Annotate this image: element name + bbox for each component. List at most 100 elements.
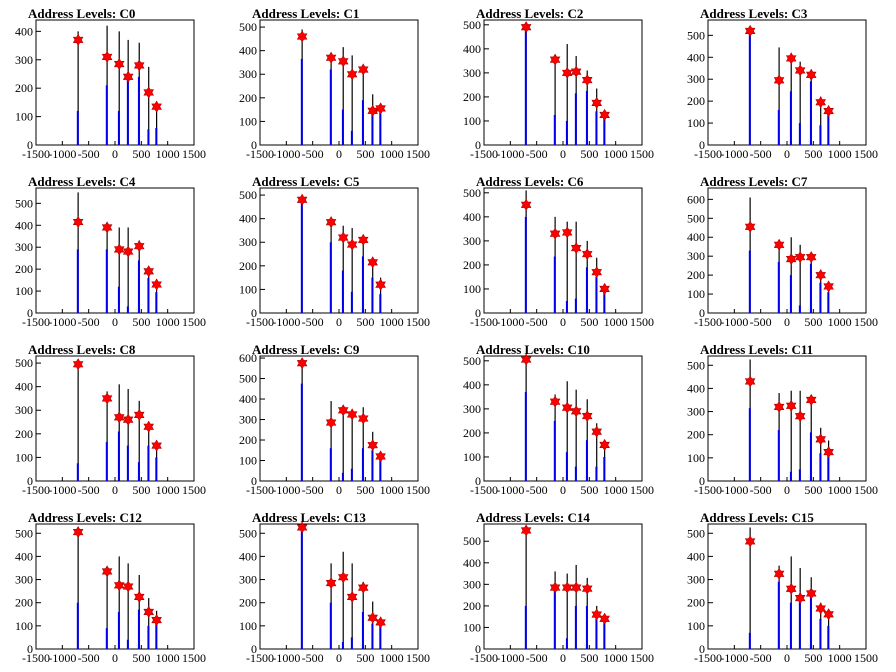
x-tick-label: -500 — [750, 147, 772, 161]
x-tick-label: -500 — [78, 147, 100, 161]
peak-marker — [581, 248, 593, 261]
y-tick-label: 500 — [687, 526, 705, 540]
peak-marker — [357, 63, 369, 76]
x-tick-label: 1000 — [156, 147, 180, 161]
x-tick-label: -1500 — [470, 315, 498, 329]
peak-marker — [773, 74, 785, 87]
histogram-panel: Address Levels: C14 0 100 200 300 400 500 -1500… — [448, 504, 672, 672]
y-tick-label: 300 — [15, 53, 33, 67]
peak-marker — [367, 611, 378, 624]
peak-marker — [133, 240, 145, 253]
y-tick-label: 0 — [699, 138, 705, 152]
peak-marker — [785, 582, 797, 595]
x-tick-label: 1500 — [406, 651, 430, 665]
x-tick-label: 1000 — [380, 315, 404, 329]
peak-marker — [113, 579, 125, 592]
y-tick-label: 100 — [463, 450, 481, 464]
peak-marker — [72, 215, 84, 229]
chart-title: Address Levels: C4 — [28, 174, 136, 189]
y-tick-label: 400 — [239, 44, 257, 58]
x-tick-label: -1000 — [496, 651, 524, 665]
y-tick-label: 100 — [15, 450, 33, 464]
x-tick-label: 0 — [336, 315, 342, 329]
chart-svg: Address Levels: C20100200300400500-1500-… — [463, 6, 654, 161]
plot-frame — [35, 523, 195, 650]
peak-marker — [805, 393, 817, 407]
y-tick-label: 400 — [687, 381, 705, 395]
peak-marker — [744, 220, 756, 233]
y-tick-label: 0 — [475, 138, 481, 152]
x-tick-label: 1000 — [156, 483, 180, 497]
y-tick-label: 500 — [15, 526, 33, 540]
x-tick-label: 1500 — [854, 315, 878, 329]
histogram-panel: Address Levels: C5 0 100 200 300 400 500 -1500-… — [224, 168, 448, 336]
histogram-panel: Address Levels: C0 0 100 200 300 400 -1500 -100… — [0, 0, 224, 168]
peak-marker — [520, 524, 532, 537]
y-tick-label: 400 — [463, 42, 481, 56]
y-tick-label: 100 — [15, 110, 33, 124]
plot-frame — [259, 19, 419, 146]
x-tick-label: 1500 — [854, 483, 878, 497]
x-tick-label: 0 — [784, 483, 790, 497]
y-tick-label: 200 — [687, 94, 705, 108]
x-tick-label: 500 — [804, 315, 822, 329]
y-tick-label: 0 — [251, 306, 257, 320]
x-tick-label: 0 — [784, 651, 790, 665]
x-tick-label: 1000 — [380, 483, 404, 497]
peak-marker — [337, 55, 349, 68]
peak-marker — [346, 408, 358, 421]
y-tick-label: 100 — [687, 116, 705, 130]
peak-marker — [296, 193, 308, 206]
peak-marker — [591, 266, 602, 279]
y-tick-label: 300 — [463, 577, 481, 591]
x-tick-label: 0 — [112, 651, 118, 665]
x-tick-label: -1000 — [48, 483, 76, 497]
y-tick-label: 200 — [15, 427, 33, 441]
x-tick-label: -1500 — [22, 651, 50, 665]
x-tick-label: 1500 — [406, 147, 430, 161]
peak-marker — [815, 433, 826, 446]
peak-marker — [570, 65, 582, 78]
plot-frame — [259, 187, 419, 314]
x-tick-label: 1000 — [828, 483, 852, 497]
y-tick-label: 100 — [463, 282, 481, 296]
x-tick-label: -1500 — [246, 147, 274, 161]
peak-marker — [375, 450, 386, 463]
y-tick-label: 200 — [15, 81, 33, 95]
y-tick-label: 300 — [15, 573, 33, 587]
y-tick-label: 200 — [687, 428, 705, 442]
peak-marker — [815, 269, 826, 282]
y-tick-label: 200 — [687, 596, 705, 610]
peak-marker — [133, 590, 145, 604]
y-tick-label: 300 — [463, 402, 481, 416]
peak-marker — [72, 526, 84, 539]
chart-title: Address Levels: C15 — [700, 510, 814, 525]
x-tick-label: -500 — [302, 315, 324, 329]
histogram-panel: Address Levels: C6 0 100 200 300 400 500 -1500-… — [448, 168, 672, 336]
histogram-panel: Address Levels: C13 0 100 200 300 400 500 -1500… — [224, 504, 448, 672]
x-tick-label: 0 — [784, 315, 790, 329]
x-tick-label: 1000 — [380, 651, 404, 665]
x-tick-label: -1500 — [470, 147, 498, 161]
x-tick-label: -1500 — [246, 651, 274, 665]
peak-marker — [143, 265, 154, 278]
peak-marker — [325, 51, 337, 64]
x-tick-label: -1500 — [470, 651, 498, 665]
x-tick-label: -1000 — [272, 483, 300, 497]
peak-marker — [101, 565, 113, 578]
x-tick-label: 0 — [560, 147, 566, 161]
peak-marker — [581, 582, 593, 595]
peak-marker — [549, 227, 561, 240]
plot-frame — [707, 187, 867, 314]
peak-marker — [794, 591, 806, 605]
peak-marker — [122, 580, 134, 593]
peak-marker — [744, 24, 756, 38]
y-tick-label: 100 — [239, 282, 257, 296]
chart-title: Address Levels: C6 — [476, 174, 584, 189]
y-tick-label: 100 — [15, 284, 33, 298]
y-tick-label: 500 — [239, 526, 257, 540]
peak-marker — [113, 57, 125, 71]
x-tick-label: -1000 — [720, 651, 748, 665]
peak-marker — [744, 535, 756, 548]
x-tick-label: -1000 — [272, 315, 300, 329]
